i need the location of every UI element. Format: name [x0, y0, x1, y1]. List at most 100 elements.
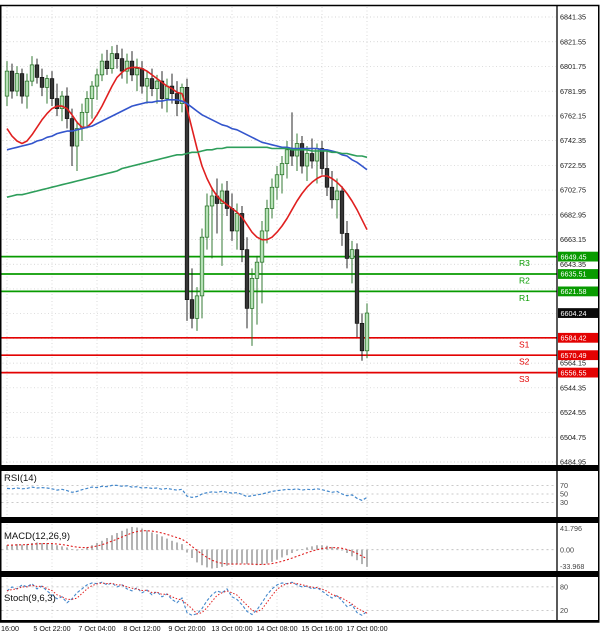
macd-histogram-bar	[266, 549, 268, 564]
axis-label: 41.796	[560, 524, 582, 533]
axis-label: 6564.15	[560, 359, 586, 368]
macd-histogram-bar	[311, 546, 313, 550]
candle-body	[334, 190, 340, 201]
candle-body	[249, 278, 255, 309]
axis-label: 6635.51	[561, 270, 587, 279]
axis-label: 17 Oct 00:00	[346, 624, 387, 633]
price-badge	[558, 350, 598, 361]
macd-histogram-bar	[176, 542, 178, 550]
axis-label: S2	[519, 357, 530, 367]
macd-histogram-bar	[36, 542, 38, 550]
macd-histogram-bar	[256, 549, 258, 566]
axis-label: R2	[519, 276, 530, 286]
candle-body	[109, 53, 115, 69]
candle-body	[309, 153, 315, 162]
price-badges: 6649.45 6635.51 6621.58 6604.24 6584.42 6570.…	[558, 251, 598, 378]
candle-body	[254, 261, 260, 279]
candle-body	[324, 168, 330, 188]
macd-histogram-bar	[171, 540, 173, 550]
macd-histogram-bar	[236, 549, 238, 565]
candle-body	[119, 58, 125, 72]
candle-body	[99, 60, 105, 76]
macd-histogram-bar	[56, 545, 58, 550]
panel-frames	[0, 4, 600, 623]
candle-body	[339, 190, 345, 234]
candle-body	[149, 78, 155, 89]
macd-histogram-bar	[206, 549, 208, 568]
candle-body	[354, 249, 360, 324]
macd-histogram-bar	[366, 549, 368, 567]
macd-histogram-bar	[96, 543, 98, 550]
macd-histogram-bar	[101, 540, 103, 550]
price-badge	[558, 332, 598, 343]
axis-label: 6643.35	[560, 260, 586, 269]
macd-histogram-bar	[136, 527, 138, 550]
macd-histogram-bar	[201, 549, 203, 566]
axis-label: 9 Oct 20:00	[168, 624, 205, 633]
macd-histogram-bar	[356, 549, 358, 561]
ma-slow-green	[6, 146, 368, 198]
candle-body	[69, 118, 75, 147]
candle-body	[174, 93, 180, 104]
price-badge	[558, 251, 598, 262]
candle-body	[289, 149, 295, 157]
macd-histogram-bar	[51, 544, 53, 550]
axis-label: 6762.15	[560, 111, 586, 120]
candle-body	[364, 312, 370, 352]
candle-body	[29, 64, 35, 82]
axis-label: 13 Oct 00:00	[211, 624, 252, 633]
candle-body	[319, 148, 325, 169]
candle-body	[54, 98, 60, 109]
candle-body	[14, 73, 20, 92]
axis-label: 6702.75	[560, 186, 586, 195]
candle-body	[74, 128, 80, 147]
axis-label: -33.968	[560, 562, 584, 571]
macd-histogram-bar	[291, 549, 293, 553]
candle-body	[34, 64, 40, 78]
macd-histogram-bar	[66, 547, 68, 550]
macd-panel: 41.796 0.00 -33.968	[1, 524, 584, 571]
macd-histogram-bar	[121, 530, 123, 550]
macd-histogram-bar	[141, 528, 143, 550]
candle-body	[189, 299, 195, 319]
candle-body	[159, 80, 165, 99]
macd-histogram-bar	[126, 528, 128, 550]
macd-histogram-bar	[251, 549, 253, 565]
candle-body	[224, 190, 230, 209]
candle-body	[284, 149, 290, 164]
axis-label: 7 Oct 04:00	[78, 624, 115, 633]
time-axis-labels: 16:00 5 Oct 22:00 7 Oct 04:00 8 Oct 12:00 9 …	[1, 624, 388, 633]
macd-histogram-bar	[26, 544, 28, 550]
stoch-panel: 80 20	[1, 581, 568, 616]
candle-body	[274, 174, 280, 188]
macd-histogram-bar	[146, 530, 148, 550]
axis-label: 6841.35	[560, 13, 586, 22]
macd-histogram-bar	[301, 549, 303, 550]
axis-label: S1	[519, 339, 530, 349]
macd-histogram-bar	[196, 549, 198, 563]
axis-label: 16:00	[1, 624, 19, 633]
candle-body	[134, 68, 140, 76]
axis-label: 6556.55	[561, 368, 587, 377]
candle-body	[304, 153, 310, 167]
candle-body	[144, 78, 150, 87]
axis-label: 6649.45	[561, 252, 587, 261]
price-badge	[558, 269, 598, 279]
macd-histogram-bar	[21, 544, 23, 550]
macd-histogram-bar	[11, 544, 13, 550]
macd-histogram-bar	[166, 538, 168, 550]
axis-label: 0.00	[560, 545, 574, 554]
axis-label: 80	[560, 583, 568, 592]
axis-label: 6663.15	[560, 235, 586, 244]
axis-label: 6621.58	[561, 287, 587, 296]
moving-averages	[6, 66, 368, 241]
macd-histogram-bar	[116, 533, 118, 550]
candle-body	[219, 190, 225, 204]
axis-label: 6570.49	[561, 351, 587, 360]
macd-histogram-bar	[156, 534, 158, 550]
macd-histogram-bar	[321, 545, 323, 550]
macd-histogram-bar	[186, 549, 188, 553]
axis-label: R3	[519, 258, 530, 268]
macd-histogram-bar	[351, 549, 353, 557]
macd-indicator-label: MACD(12,26,9)	[4, 531, 70, 542]
